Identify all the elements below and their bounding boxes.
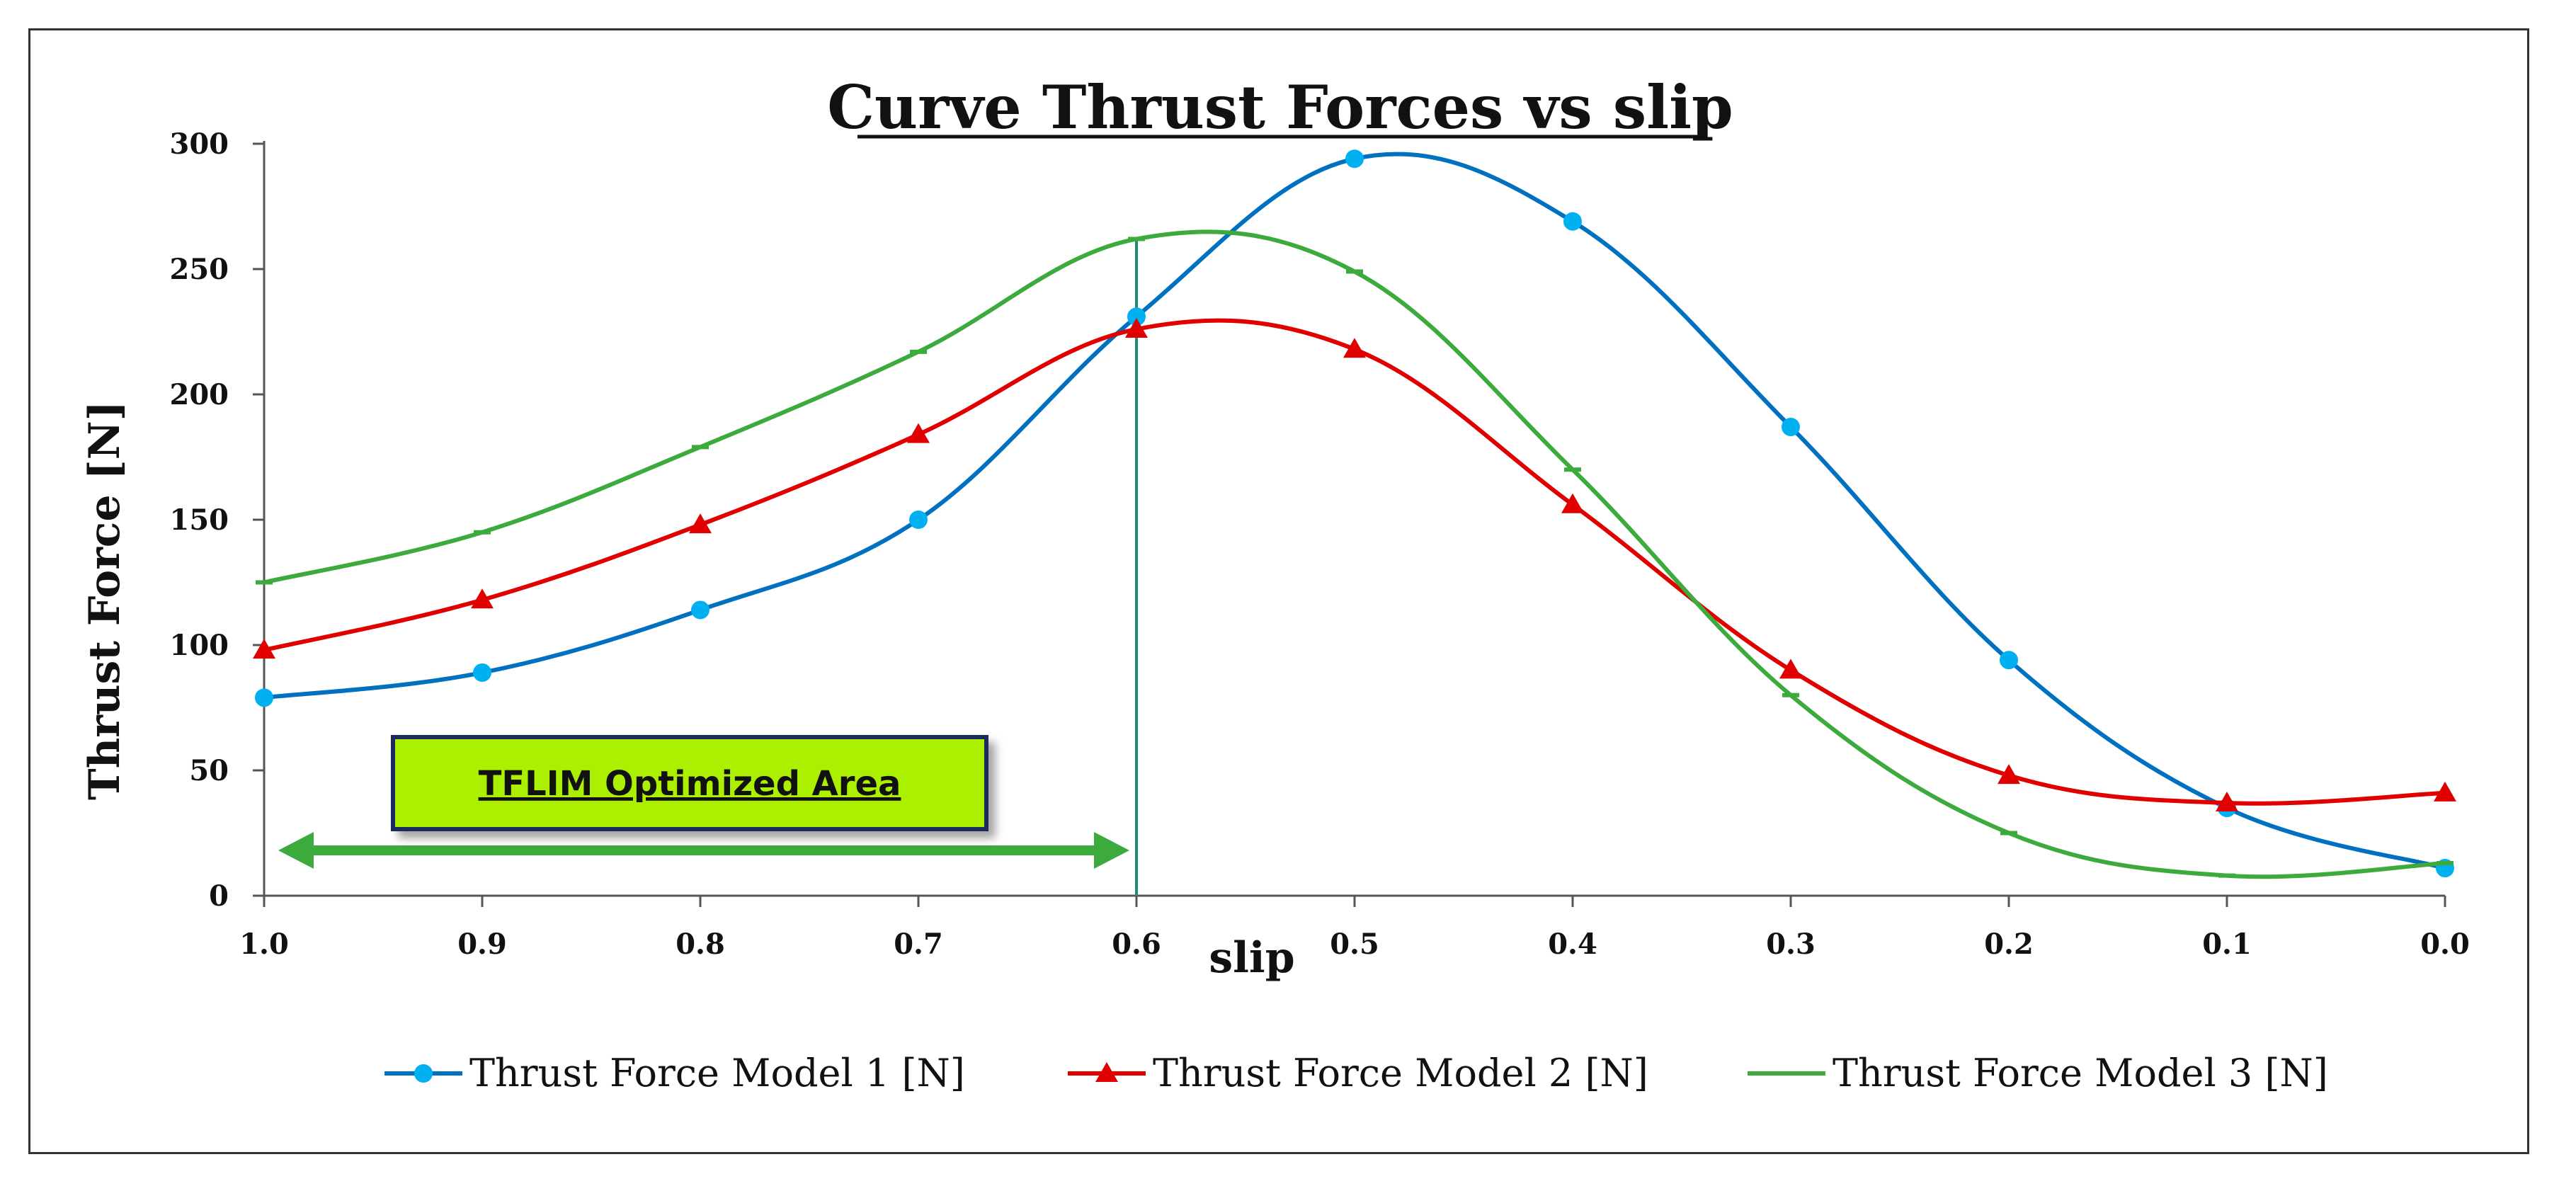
series-1-point bbox=[473, 663, 491, 682]
series-2-point bbox=[2216, 792, 2238, 812]
chart-frame: Curve Thrust Forces vs slip Thrust Force… bbox=[28, 28, 2529, 1154]
y-tick-label: 100 bbox=[170, 629, 229, 662]
chart-svg: Curve Thrust Forces vs slip Thrust Force… bbox=[80, 72, 2470, 1095]
y-tick-label: 0 bbox=[209, 879, 229, 913]
chart-title: Curve Thrust Forces vs slip bbox=[827, 72, 1733, 142]
series-1-point bbox=[691, 600, 709, 620]
series-2-point bbox=[689, 513, 712, 534]
x-tick-label: 0.6 bbox=[1112, 928, 1161, 961]
series-2-point bbox=[907, 423, 930, 443]
legend-swatch-marker bbox=[414, 1064, 433, 1083]
x-tick-label: 1.0 bbox=[239, 928, 289, 961]
series-2-point bbox=[253, 639, 275, 659]
y-tick-label: 300 bbox=[170, 127, 229, 161]
optimized-area-box bbox=[391, 735, 988, 831]
double-arrow-icon bbox=[278, 832, 1129, 869]
x-tick-label: 0.1 bbox=[2202, 928, 2252, 961]
x-tick-label: 0.2 bbox=[1984, 928, 2034, 961]
series-1-point bbox=[1127, 307, 1146, 326]
series-1-point bbox=[2000, 651, 2018, 670]
x-tick-label: 0.8 bbox=[676, 928, 725, 961]
x-tick-label: 0.7 bbox=[894, 928, 943, 961]
optimized-area-label: TFLIM Optimized Area bbox=[479, 764, 901, 804]
x-tick-label: 0.5 bbox=[1330, 928, 1379, 961]
series-2-point bbox=[1997, 764, 2020, 785]
series-3-line bbox=[263, 229, 2446, 879]
series-1-point bbox=[1563, 212, 1582, 231]
series-2-point bbox=[1779, 658, 1802, 679]
y-tick-label: 150 bbox=[170, 503, 229, 537]
y-tick-label: 250 bbox=[170, 253, 229, 286]
series-1-line bbox=[263, 152, 2446, 870]
legend-item-2[interactable]: Thrust Force Model 2 [N] bbox=[1068, 1051, 1648, 1095]
series-2-point bbox=[1561, 493, 1584, 513]
series-3 bbox=[256, 229, 2454, 879]
series-2-point bbox=[2434, 781, 2456, 802]
legend-label: Thrust Force Model 1 [N] bbox=[469, 1051, 965, 1095]
legend-label: Thrust Force Model 3 [N] bbox=[1833, 1051, 2328, 1095]
series-1-point bbox=[1345, 149, 1364, 169]
series-2-point bbox=[1125, 317, 1148, 338]
y-axis-title: Thrust Force [N] bbox=[80, 401, 130, 800]
legend-item-3[interactable]: Thrust Force Model 3 [N] bbox=[1748, 1051, 2328, 1095]
series-1-point bbox=[255, 688, 273, 707]
x-axis-title: slip bbox=[1209, 933, 1294, 983]
y-tick-label: 200 bbox=[170, 378, 229, 411]
series-2 bbox=[253, 317, 2456, 812]
series-1-point bbox=[1782, 418, 1800, 437]
x-tick-label: 0.4 bbox=[1548, 928, 1597, 961]
optimized-area-annotation: TFLIM Optimized Area bbox=[278, 239, 1138, 896]
series-2-line bbox=[263, 318, 2446, 806]
series-1-point bbox=[909, 511, 928, 529]
axes: 0 50 100 150 200 250 300 1.0 0.9 0.8 0.7 0.6 0.5 0.4 0… bbox=[170, 127, 2470, 961]
series-2-point bbox=[1343, 338, 1366, 358]
x-tick-label: 0.3 bbox=[1766, 928, 1816, 961]
x-tick-label: 0.9 bbox=[457, 928, 507, 961]
legend: Thrust Force Model 1 [N] Thrust Force Mod… bbox=[384, 1051, 2328, 1095]
x-tick-label: 0.0 bbox=[2420, 928, 2470, 961]
series-2-point bbox=[471, 588, 494, 609]
legend-swatch-marker bbox=[1095, 1062, 1118, 1082]
legend-item-1[interactable]: Thrust Force Model 1 [N] bbox=[384, 1051, 965, 1095]
series-group bbox=[253, 149, 2456, 879]
legend-label: Thrust Force Model 2 [N] bbox=[1153, 1051, 1648, 1095]
y-tick-label: 50 bbox=[189, 754, 229, 787]
